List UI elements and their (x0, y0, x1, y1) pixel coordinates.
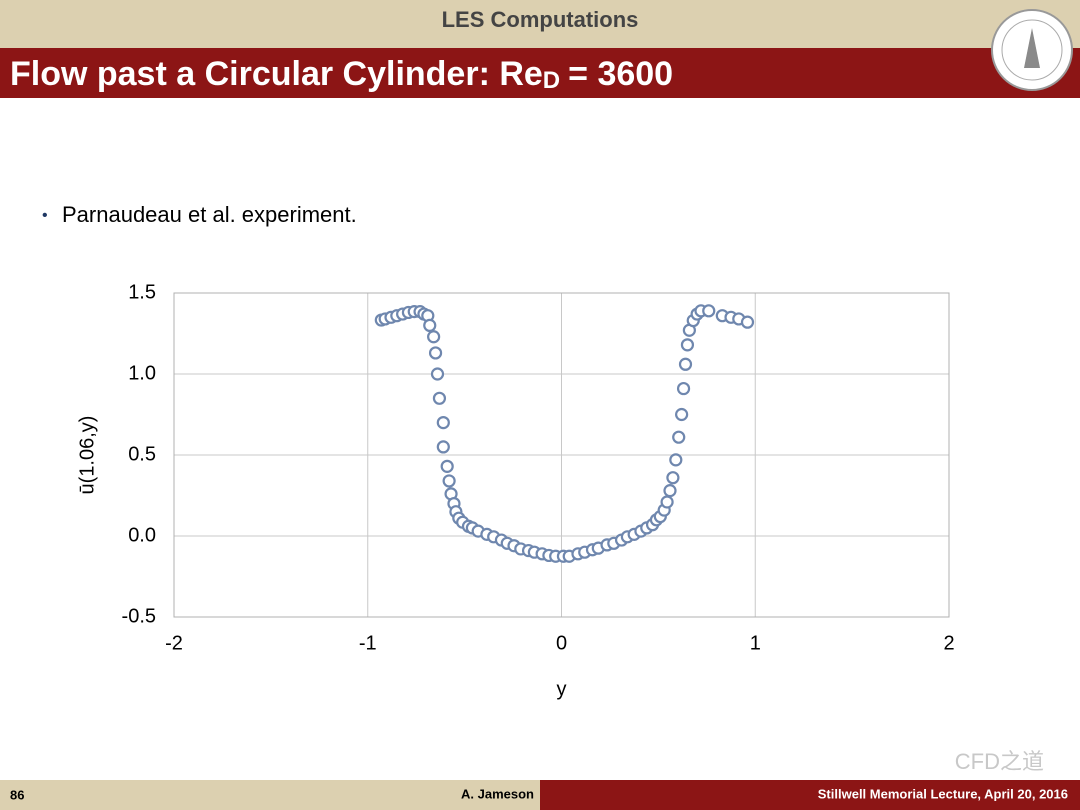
data-point (702, 304, 716, 318)
data-point (678, 357, 693, 371)
footer-right (540, 780, 1080, 810)
title-tail: = 3600 (568, 55, 673, 93)
section-title: LES Computations (442, 7, 639, 32)
y-tick-label: 1.0 (128, 362, 156, 384)
data-point (442, 474, 456, 488)
seal-logo (991, 9, 1073, 91)
data-point (669, 453, 683, 467)
data-point (427, 330, 441, 344)
x-tick-label: 0 (556, 632, 567, 654)
x-tick-label: -1 (359, 632, 377, 654)
title-bar (0, 48, 1080, 98)
plot-frame (173, 292, 950, 618)
data-point (428, 346, 443, 360)
data-point (675, 407, 689, 422)
footer-left (0, 780, 540, 810)
title-main: Flow past a Circular Cylinder: Re (10, 55, 543, 93)
y-tick-label: 1.5 (128, 281, 156, 303)
x-tick-label: 1 (750, 632, 761, 654)
data-point (660, 495, 674, 509)
data-point (680, 338, 695, 352)
data-point (676, 381, 691, 396)
bullet-text: Parnaudeau et al. experiment. (62, 202, 357, 227)
y-tick-label: -0.5 (122, 605, 156, 627)
plot: -0.5 0.0 0.5 1.0 1.5 -2 -1 0 1 2 y ū(1.06,y) (76, 281, 954, 700)
slide-title: Flow past a Circular Cylinder: ReD = 3600 (10, 55, 673, 94)
data-point (430, 367, 445, 381)
x-axis-label: y (557, 678, 567, 700)
watermark: CFD之道 (955, 749, 1044, 774)
data-point (440, 459, 454, 473)
event: Stillwell Memorial Lecture, April 20, 20… (818, 786, 1068, 801)
data-point (432, 391, 447, 405)
data-point (672, 430, 686, 444)
x-tick-label: 2 (943, 632, 954, 654)
bullet-dot: • (42, 207, 48, 224)
title-subscript: D (543, 67, 560, 94)
y-axis-label: ū(1.06,y) (76, 416, 98, 495)
y-tick-label: 0.5 (128, 443, 156, 465)
data-point (663, 484, 677, 498)
page-number: 86 (10, 787, 24, 802)
data-point (666, 471, 680, 485)
data-point (436, 416, 450, 430)
data-point (423, 318, 437, 332)
y-tick-label: 0.0 (128, 524, 156, 546)
author: A. Jameson (461, 786, 534, 801)
section-bar (0, 0, 1080, 48)
data-point (436, 440, 450, 454)
data-point (740, 315, 755, 329)
x-tick-label: -2 (165, 632, 183, 654)
